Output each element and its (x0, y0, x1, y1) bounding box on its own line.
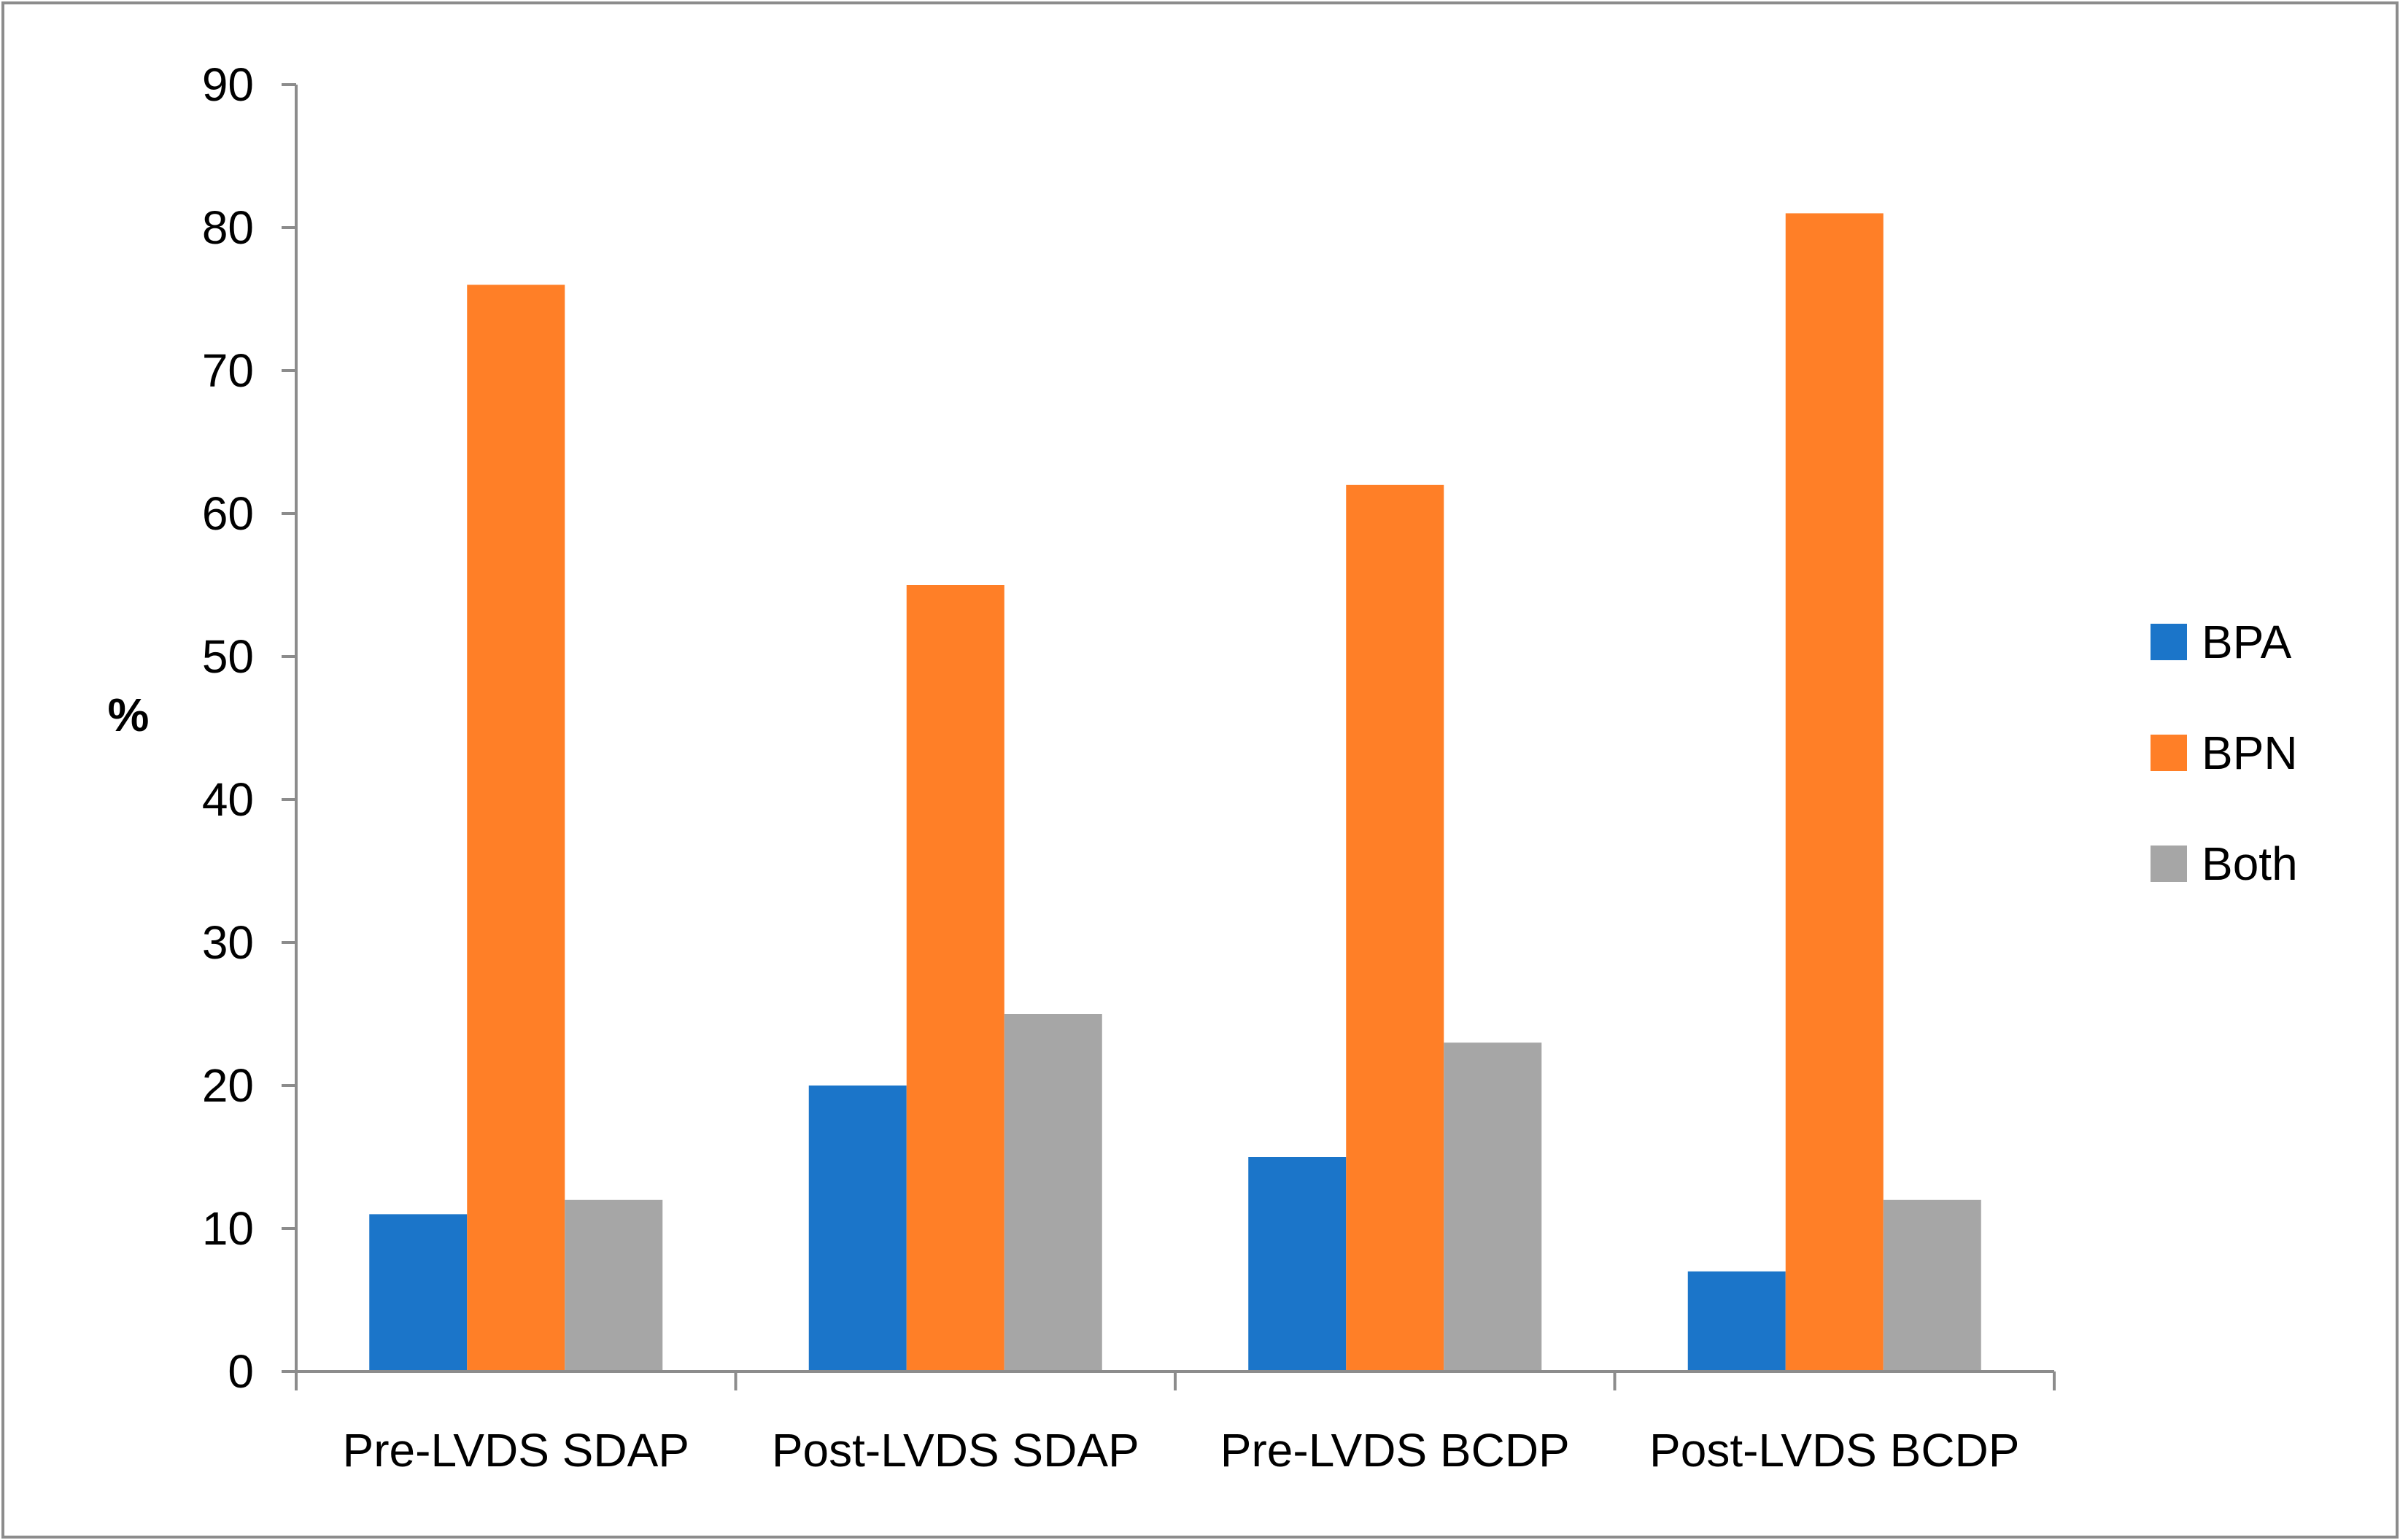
bar-bpa-2 (808, 1086, 907, 1371)
y-axis-title: % (108, 689, 150, 741)
x-category-label: Pre-LVDS SDAP (343, 1424, 689, 1477)
bars-layer (369, 213, 1981, 1371)
bar-bpn-2 (906, 585, 1004, 1371)
bar-bpn-3 (1346, 484, 1444, 1371)
x-category-label: Pre-LVDS BCDP (1220, 1424, 1570, 1477)
y-tick-label: 70 (202, 344, 254, 397)
bar-bpn-4 (1785, 213, 1884, 1371)
bar-both-1 (565, 1199, 663, 1371)
legend-label-bpa: BPA (2202, 616, 2292, 668)
y-tick-label: 90 (202, 58, 254, 111)
legend-swatch-bpn (2151, 735, 2187, 771)
legend-label-both: Both (2202, 837, 2298, 890)
y-tick-label: 10 (202, 1202, 254, 1255)
x-category-label: Post-LVDS SDAP (772, 1424, 1139, 1477)
y-tick-label: 50 (202, 630, 254, 683)
y-tick-label: 20 (202, 1059, 254, 1112)
bar-bpa-4 (1687, 1271, 1786, 1371)
y-tick-label: 80 (202, 201, 254, 254)
x-category-label: Post-LVDS BCDP (1649, 1424, 2019, 1477)
legend-label-bpn: BPN (2202, 727, 2298, 779)
y-tick-label: 30 (202, 916, 254, 969)
axes-layer: 0 10 20 30 40 50 60 70 80 90 Pre-LVDS SDAP Post-LVD… (202, 58, 2056, 1477)
y-tick-label: 60 (202, 487, 254, 540)
y-tick-label: 0 (228, 1345, 254, 1398)
legend: BPA BPN Both (2151, 616, 2298, 890)
y-tick-label: 40 (202, 773, 254, 826)
bar-bpn-1 (467, 285, 565, 1371)
bar-both-4 (1883, 1199, 1981, 1371)
bar-bpa-1 (369, 1214, 468, 1371)
legend-swatch-both (2151, 846, 2187, 882)
legend-swatch-bpa (2151, 624, 2187, 660)
bar-both-2 (1004, 1014, 1102, 1371)
bar-both-3 (1444, 1042, 1542, 1371)
bar-bpa-3 (1248, 1157, 1347, 1371)
